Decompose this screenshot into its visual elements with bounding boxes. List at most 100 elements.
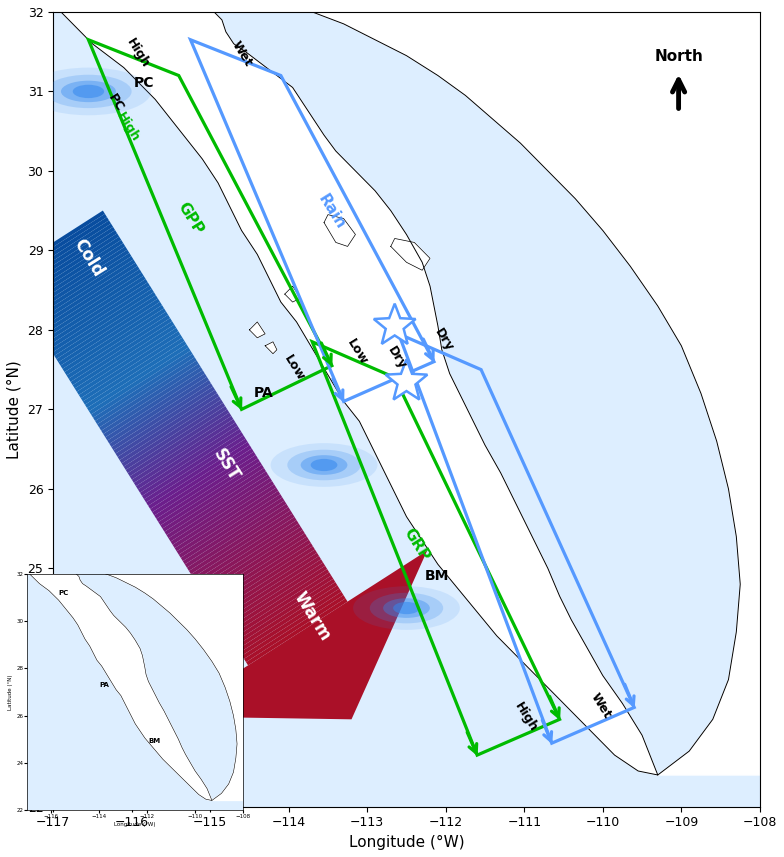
Text: Dry: Dry: [432, 326, 456, 354]
Ellipse shape: [370, 593, 443, 623]
Ellipse shape: [300, 455, 347, 475]
Polygon shape: [161, 461, 262, 529]
Polygon shape: [95, 357, 197, 424]
Polygon shape: [169, 550, 427, 719]
Polygon shape: [9, 220, 111, 287]
Polygon shape: [226, 566, 327, 632]
Polygon shape: [140, 428, 241, 496]
Polygon shape: [176, 488, 278, 554]
Polygon shape: [63, 305, 164, 372]
Text: Low: Low: [344, 337, 370, 367]
Polygon shape: [374, 303, 416, 344]
Text: BM: BM: [148, 738, 161, 744]
Polygon shape: [162, 464, 264, 532]
Polygon shape: [50, 285, 152, 352]
Polygon shape: [77, 328, 178, 395]
Polygon shape: [246, 598, 347, 665]
Polygon shape: [144, 435, 245, 502]
X-axis label: Longitude (°W): Longitude (°W): [349, 835, 464, 850]
Text: North: North: [654, 49, 703, 63]
Polygon shape: [42, 273, 143, 339]
Text: Low: Low: [281, 352, 307, 383]
Polygon shape: [191, 511, 292, 578]
Text: GRP: GRP: [401, 525, 432, 563]
Polygon shape: [193, 513, 295, 581]
Polygon shape: [13, 227, 115, 294]
Text: Dry: Dry: [385, 344, 408, 372]
Polygon shape: [179, 491, 280, 558]
Polygon shape: [24, 561, 212, 800]
Polygon shape: [201, 527, 303, 594]
Text: PA: PA: [100, 682, 109, 688]
Polygon shape: [97, 361, 198, 428]
Polygon shape: [134, 419, 235, 486]
Polygon shape: [58, 298, 160, 366]
Text: High: High: [123, 37, 151, 71]
Text: GPP: GPP: [175, 200, 206, 237]
Polygon shape: [125, 406, 227, 473]
Polygon shape: [212, 543, 313, 610]
Text: PA: PA: [253, 387, 273, 400]
Polygon shape: [122, 399, 223, 466]
Polygon shape: [244, 595, 346, 662]
Polygon shape: [71, 318, 172, 385]
Polygon shape: [100, 363, 201, 431]
Polygon shape: [26, 247, 127, 314]
Ellipse shape: [61, 81, 116, 102]
Polygon shape: [187, 504, 289, 571]
Polygon shape: [78, 331, 180, 399]
Polygon shape: [207, 536, 309, 603]
Polygon shape: [27, 249, 129, 317]
Polygon shape: [386, 359, 427, 399]
Polygon shape: [213, 546, 315, 614]
Polygon shape: [34, 260, 136, 327]
Text: Warm: Warm: [290, 588, 334, 644]
Polygon shape: [146, 439, 248, 506]
Polygon shape: [24, 243, 125, 310]
Ellipse shape: [353, 586, 460, 630]
Y-axis label: Latitude (°N): Latitude (°N): [9, 674, 13, 710]
Polygon shape: [240, 589, 342, 656]
Polygon shape: [53, 289, 154, 356]
Polygon shape: [17, 233, 119, 301]
Polygon shape: [227, 569, 329, 636]
Polygon shape: [242, 592, 343, 659]
Polygon shape: [83, 338, 184, 405]
Polygon shape: [285, 286, 300, 302]
Polygon shape: [91, 351, 193, 417]
Polygon shape: [87, 345, 188, 411]
Polygon shape: [40, 269, 142, 336]
Polygon shape: [111, 383, 213, 450]
Polygon shape: [324, 214, 355, 247]
Polygon shape: [209, 540, 310, 607]
Polygon shape: [183, 497, 285, 565]
Polygon shape: [220, 556, 321, 623]
Text: High: High: [512, 700, 540, 734]
Polygon shape: [56, 296, 158, 363]
Polygon shape: [5, 213, 107, 281]
Polygon shape: [151, 445, 252, 512]
Polygon shape: [120, 396, 221, 464]
Text: SST: SST: [209, 446, 243, 484]
Polygon shape: [49, 561, 243, 800]
Polygon shape: [67, 312, 168, 379]
Polygon shape: [222, 560, 323, 626]
Polygon shape: [195, 517, 296, 584]
Polygon shape: [81, 334, 183, 401]
Polygon shape: [236, 582, 337, 649]
Polygon shape: [128, 410, 229, 476]
X-axis label: Longitude (°W): Longitude (°W): [114, 822, 156, 827]
Polygon shape: [185, 500, 286, 567]
Polygon shape: [16, 230, 117, 297]
Polygon shape: [74, 325, 176, 392]
Text: Rain: Rain: [315, 191, 348, 231]
Polygon shape: [124, 403, 225, 470]
Polygon shape: [238, 585, 339, 652]
Polygon shape: [38, 266, 140, 333]
Polygon shape: [54, 292, 156, 359]
Polygon shape: [22, 240, 123, 307]
Ellipse shape: [310, 458, 337, 471]
Polygon shape: [20, 237, 122, 303]
Polygon shape: [265, 342, 277, 354]
Ellipse shape: [393, 602, 420, 614]
